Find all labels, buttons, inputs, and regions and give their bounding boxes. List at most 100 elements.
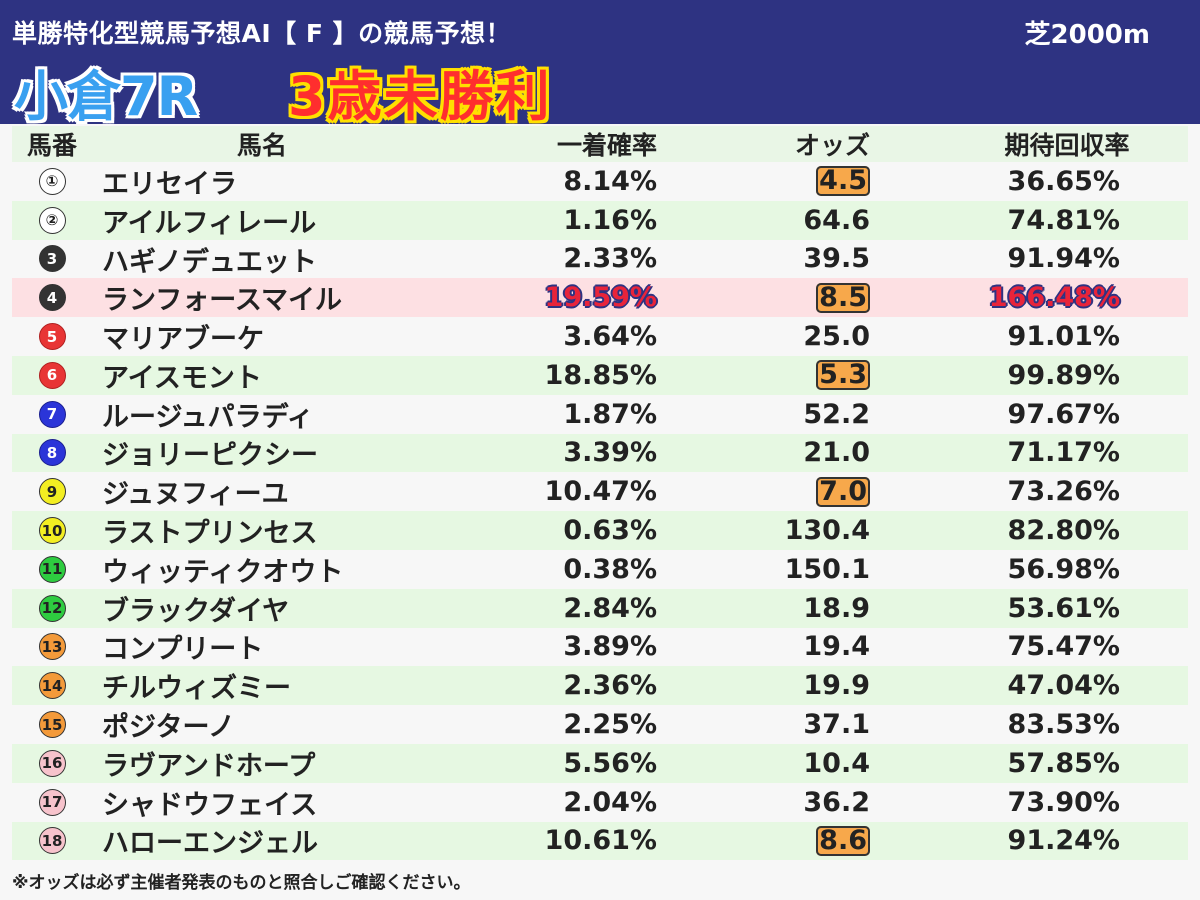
horse-name: ハローエンジェル xyxy=(102,828,318,860)
win-probability-value: 8.14% xyxy=(563,165,657,197)
col-header-expected-return: 期待回収率 xyxy=(1004,131,1130,160)
horse-name: ラストプリンセス xyxy=(102,518,318,550)
horse-number-badge: 8 xyxy=(38,439,66,467)
win-probability-value: 1.16% xyxy=(563,204,657,236)
win-probability-value: 3.89% xyxy=(563,631,657,663)
horse-number-cell: 12 xyxy=(22,589,82,628)
table-row: 5 マリアブーケ 3.64% 25.0 91.01% xyxy=(12,317,1188,356)
horse-number-badge: 17 xyxy=(38,788,66,816)
horse-number-cell: 10 xyxy=(22,511,82,550)
horse-number-badge: 18 xyxy=(38,827,66,855)
horse-number-cell: 11 xyxy=(22,550,82,589)
horse-number-cell: 13 xyxy=(22,628,82,667)
odds-value: 10.4 xyxy=(803,747,870,779)
win-probability: 10.47% xyxy=(452,472,657,511)
expected-return-value: 57.85% xyxy=(1007,747,1120,779)
race-name: 小倉7R xyxy=(14,65,198,128)
expected-return-value: 71.17% xyxy=(1007,437,1120,469)
win-probability-value: 2.84% xyxy=(563,592,657,624)
table-row: 13 コンプリート 3.89% 19.4 75.47% xyxy=(12,628,1188,667)
expected-return-value: 73.26% xyxy=(1007,476,1120,508)
prediction-table: 馬番 馬名 一着確率 オッズ 期待回収率 ① エリセイラ 8.14% 4.5 36.65… xyxy=(12,126,1188,861)
horse-number-cell: 17 xyxy=(22,783,82,822)
race-class: 3歳未勝利 xyxy=(288,65,552,128)
col-header-odds: オッズ xyxy=(794,131,870,160)
win-probability-value: 10.47% xyxy=(544,476,657,508)
win-probability: 2.25% xyxy=(452,705,657,744)
win-probability: 3.89% xyxy=(452,628,657,667)
expected-return-value: 82.80% xyxy=(1007,515,1120,547)
horse-number-badge: 13 xyxy=(38,633,66,661)
win-probability: 3.39% xyxy=(452,434,657,473)
odds: 19.4 xyxy=(692,628,870,667)
horse-name: ルージュパラディ xyxy=(102,401,314,433)
odds-value: 4.5 xyxy=(816,166,870,197)
expected-return-value: 56.98% xyxy=(1007,553,1120,585)
win-probability: 5.56% xyxy=(452,744,657,783)
expected-return: 99.89% xyxy=(942,356,1120,395)
expected-return: 97.67% xyxy=(942,395,1120,434)
table-header-row: 馬番 馬名 一着確率 オッズ 期待回収率 xyxy=(12,126,1188,162)
odds-value: 8.6 xyxy=(816,825,870,856)
horse-name: ジョリーピクシー xyxy=(102,440,318,472)
horse-number-cell: 8 xyxy=(22,434,82,473)
odds: 8.5 xyxy=(692,278,870,317)
win-probability: 10.61% xyxy=(452,822,657,861)
odds: 19.9 xyxy=(692,666,870,705)
expected-return: 82.80% xyxy=(942,511,1120,550)
table-row: 16 ラヴアンドホープ 5.56% 10.4 57.85% xyxy=(12,743,1188,783)
expected-return-value: 75.47% xyxy=(1007,631,1120,663)
odds-value: 8.5 xyxy=(816,282,870,313)
expected-return: 91.01% xyxy=(942,317,1120,356)
odds: 36.2 xyxy=(692,783,870,822)
expected-return-value: 91.24% xyxy=(1007,825,1120,857)
horse-number-badge: 7 xyxy=(38,400,66,428)
odds-value: 150.1 xyxy=(784,553,870,585)
win-probability: 3.64% xyxy=(452,317,657,356)
odds-value: 19.9 xyxy=(803,670,870,702)
horse-number-cell: 18 xyxy=(22,822,82,861)
table-row: 17 シャドウフェイス 2.04% 36.2 73.90% xyxy=(12,783,1188,822)
table-row: ② アイルフィレール 1.16% 64.6 74.81% xyxy=(12,200,1188,240)
horse-name: ラヴアンドホープ xyxy=(102,750,316,782)
horse-name: ウィッティクオウト xyxy=(102,556,344,588)
horse-number-badge: 14 xyxy=(38,672,66,700)
win-probability: 1.16% xyxy=(452,201,657,240)
odds: 7.0 xyxy=(692,472,870,511)
expected-return: 74.81% xyxy=(942,201,1120,240)
odds-value: 18.9 xyxy=(803,592,870,624)
horse-name: エリセイラ xyxy=(102,168,237,200)
horse-number-cell: 6 xyxy=(22,356,82,395)
horse-number-cell: ① xyxy=(22,162,82,201)
horse-number-badge: 5 xyxy=(38,323,66,351)
win-probability-value: 18.85% xyxy=(544,359,657,391)
horse-name: チルウィズミー xyxy=(102,673,291,705)
expected-return-value: 53.61% xyxy=(1007,592,1120,624)
odds-value: 21.0 xyxy=(803,437,870,469)
horse-number-cell: 4 xyxy=(22,278,82,317)
odds: 5.3 xyxy=(692,356,870,395)
table-row: 6 アイスモント 18.85% 5.3 99.89% xyxy=(12,355,1188,395)
horse-name: コンプリート xyxy=(102,634,264,666)
expected-return: 56.98% xyxy=(942,550,1120,589)
win-probability-value: 0.63% xyxy=(563,515,657,547)
horse-name: ポジターノ xyxy=(102,712,235,744)
odds: 64.6 xyxy=(692,201,870,240)
expected-return: 83.53% xyxy=(942,705,1120,744)
win-probability: 2.36% xyxy=(452,666,657,705)
horse-number-badge: 15 xyxy=(38,711,66,739)
horse-name: ブラックダイヤ xyxy=(102,595,290,627)
header-banner: 単勝特化型競馬予想AI【 F 】の競馬予想！ 芝2000m 小倉7R 3歳未勝利 xyxy=(0,0,1200,128)
col-header-name: 馬名 xyxy=(236,131,287,160)
horse-name: ハギノデュエット xyxy=(102,246,317,278)
odds-value: 7.0 xyxy=(816,476,870,507)
expected-return-value: 36.65% xyxy=(1007,165,1120,197)
win-probability: 1.87% xyxy=(452,395,657,434)
horse-number-cell: 3 xyxy=(22,240,82,279)
odds-value: 39.5 xyxy=(803,243,870,275)
table-row: 7 ルージュパラディ 1.87% 52.2 97.67% xyxy=(12,395,1188,434)
table-row: 14 チルウィズミー 2.36% 19.9 47.04% xyxy=(12,666,1188,706)
win-probability-value: 1.87% xyxy=(563,398,657,430)
horse-name: マリアブーケ xyxy=(102,324,264,356)
track-surface-distance: 芝2000m xyxy=(1024,20,1150,50)
